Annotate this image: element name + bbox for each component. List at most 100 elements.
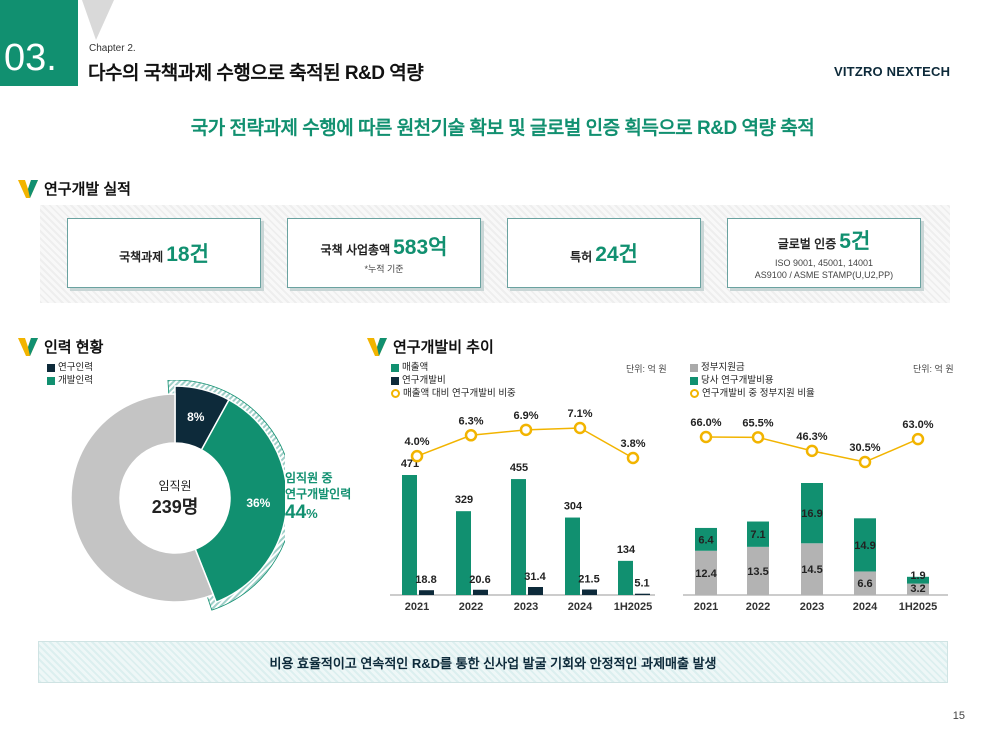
bottom-banner: 비용 효율적이고 연속적인 R&D를 통한 신사업 발굴 기회와 안정적인 과제… [38, 641, 948, 683]
gov-ratio-label-2023: 46.3% [796, 431, 827, 443]
ratio-label-2024: 7.1% [567, 408, 592, 420]
own-bar-1H2025 [907, 576, 929, 584]
card-certifications: 글로벌 인증 5건 ISO 9001, 45001, 14001 AS9100 / … [727, 218, 921, 288]
chart2-xtick-2021: 2021 [694, 601, 718, 613]
page-number: 15 [952, 710, 965, 722]
company-logo: VITZRO NEXTECH [834, 64, 951, 79]
gov-ratio-point-2022 [751, 431, 765, 444]
gov-label-2023: 14.5 [801, 564, 822, 576]
donut-hole [121, 444, 229, 552]
revenue-label-2022: 329 [455, 494, 473, 506]
rd-bar-2021 [419, 590, 434, 595]
rd-label-2023: 31.4 [524, 571, 546, 583]
own-label-2024: 14.9 [854, 540, 875, 552]
gov-bar-1H2025 [907, 583, 929, 595]
gov-ratio-label-1H2025: 63.0% [902, 419, 933, 431]
rd-results-section-title: 연구개발 실적 [18, 178, 131, 199]
chapter-badge: 03. [0, 0, 78, 86]
rd-bar-1H2025 [635, 593, 650, 595]
revenue-rd-chart: 47118.8202132920.6202245531.4202330421.5… [390, 408, 655, 613]
header-decoration [82, 0, 114, 40]
chart2-xtick-2023: 2023 [800, 601, 824, 613]
chart1-xtick-2021: 2021 [405, 601, 429, 613]
own-bar-2024 [854, 518, 876, 572]
own-label-2022: 7.1 [750, 529, 765, 541]
ratio-point-2024 [573, 421, 587, 435]
rd-label-2021: 18.8 [415, 574, 436, 586]
gov-bar-2023 [801, 543, 823, 595]
revenue-label-1H2025: 134 [617, 544, 636, 556]
revenue-label-2024: 304 [564, 501, 583, 513]
gov-ratio-point-2021 [699, 430, 713, 444]
ratio-point-1H2025 [626, 451, 640, 465]
card-patents: 특허 24건 [507, 218, 701, 288]
card-national-projects: 국책과제 18건 [67, 218, 261, 288]
card-project-total: 국책 사업총액 583억 *누적 기준 [287, 218, 481, 288]
revenue-bar-2024 [565, 517, 580, 595]
own-bar-2023 [801, 483, 823, 544]
ratio-label-2023: 6.9% [513, 410, 538, 422]
ratio-point-2023 [519, 423, 533, 437]
gov-bar-2024 [854, 571, 876, 595]
donut-label-2: 36% [246, 496, 270, 510]
donut-slice-2 [194, 398, 285, 604]
rd-bar-2023 [528, 587, 543, 595]
gov-label-2021: 12.4 [695, 568, 717, 580]
own-label-2021: 6.4 [698, 534, 714, 546]
gov-ratio-label-2024: 30.5% [849, 442, 880, 454]
page-title: 다수의 국책과제 수행으로 축적된 R&D 역량 [88, 63, 424, 84]
rd-bar-2024 [582, 589, 597, 595]
ratio-label-2022: 6.3% [458, 415, 483, 427]
revenue-bar-2021 [402, 475, 417, 595]
workforce-callout: 임직원 중 연구개발인력 44% [285, 471, 352, 523]
gov-ratio-label-2021: 66.0% [690, 417, 721, 429]
rd-label-1H2025: 5.1 [634, 578, 649, 590]
workforce-legend: 연구인력 개발인력 [47, 361, 93, 387]
gov-label-1H2025: 3.2 [910, 583, 925, 595]
revenue-bar-2023 [511, 479, 526, 595]
ratio-point-2021 [410, 449, 424, 463]
own-bar-2021 [695, 527, 717, 551]
chart2-xtick-1H2025: 1H2025 [899, 601, 938, 613]
chart1-xtick-2024: 2024 [568, 601, 593, 613]
gov-ratio-point-2023 [805, 444, 819, 458]
donut-label-1: 8% [187, 410, 205, 424]
rd-label-2024: 21.5 [578, 574, 599, 586]
rd-label-2022: 20.6 [469, 574, 490, 586]
v-mark-icon [367, 337, 387, 356]
revenue-label-2023: 455 [510, 462, 528, 474]
chart2-legend: 정부지원금 당사 연구개발비용 연구개발비 중 정부지원 비율 [690, 361, 815, 400]
chart2-xtick-2024: 2024 [853, 601, 878, 613]
rd-funding-chart: 12.4 6.4 2021 13.5 7.1 2022 14.5 16.9 2023 6.6 14.… [683, 417, 948, 613]
gov-bar-2022 [747, 546, 769, 595]
chapter-number: 03. [4, 37, 57, 79]
donut-center-value: 239명 [152, 497, 199, 517]
chart1-legend: 매출액 연구개발비 매출액 대비 연구개발비 비중 [391, 361, 516, 400]
gov-label-2024: 6.6 [857, 578, 872, 590]
chart2-xtick-2022: 2022 [746, 601, 770, 613]
v-mark-icon [18, 337, 38, 356]
gov-ratio-label-2022: 65.5% [742, 417, 773, 429]
own-bar-2022 [747, 521, 769, 547]
revenue-bar-1H2025 [618, 560, 633, 595]
gov-ratio-point-1H2025 [911, 432, 925, 446]
v-mark-icon [18, 179, 38, 198]
gov-label-2022: 13.5 [747, 566, 768, 578]
rd-bar-2022 [473, 589, 488, 595]
workforce-donut-chart: 8% 36% 임직원 239명 [70, 380, 285, 611]
chapter-label: Chapter 2. [89, 43, 136, 54]
gov-ratio-point-2024 [858, 455, 872, 469]
chart1-unit: 단위: 억 원 [626, 364, 667, 374]
chart1-xtick-1H2025: 1H2025 [614, 601, 653, 613]
ratio-label-2021: 4.0% [404, 436, 429, 448]
ratio-point-2022 [464, 429, 478, 442]
own-label-1H2025: 1.9 [910, 570, 925, 582]
donut-slice-3 [70, 393, 215, 603]
gov-bar-2021 [695, 550, 717, 595]
headline: 국가 전략과제 수행에 따른 원천기술 확보 및 글로벌 인증 획득으로 R&D… [190, 118, 815, 139]
chart1-xtick-2022: 2022 [459, 601, 483, 613]
chart1-xtick-2023: 2023 [514, 601, 538, 613]
revenue-bar-2022 [456, 511, 471, 595]
rd-cost-section-title: 연구개발비 추이 [367, 336, 494, 357]
chart2-unit: 단위: 억 원 [913, 364, 954, 374]
